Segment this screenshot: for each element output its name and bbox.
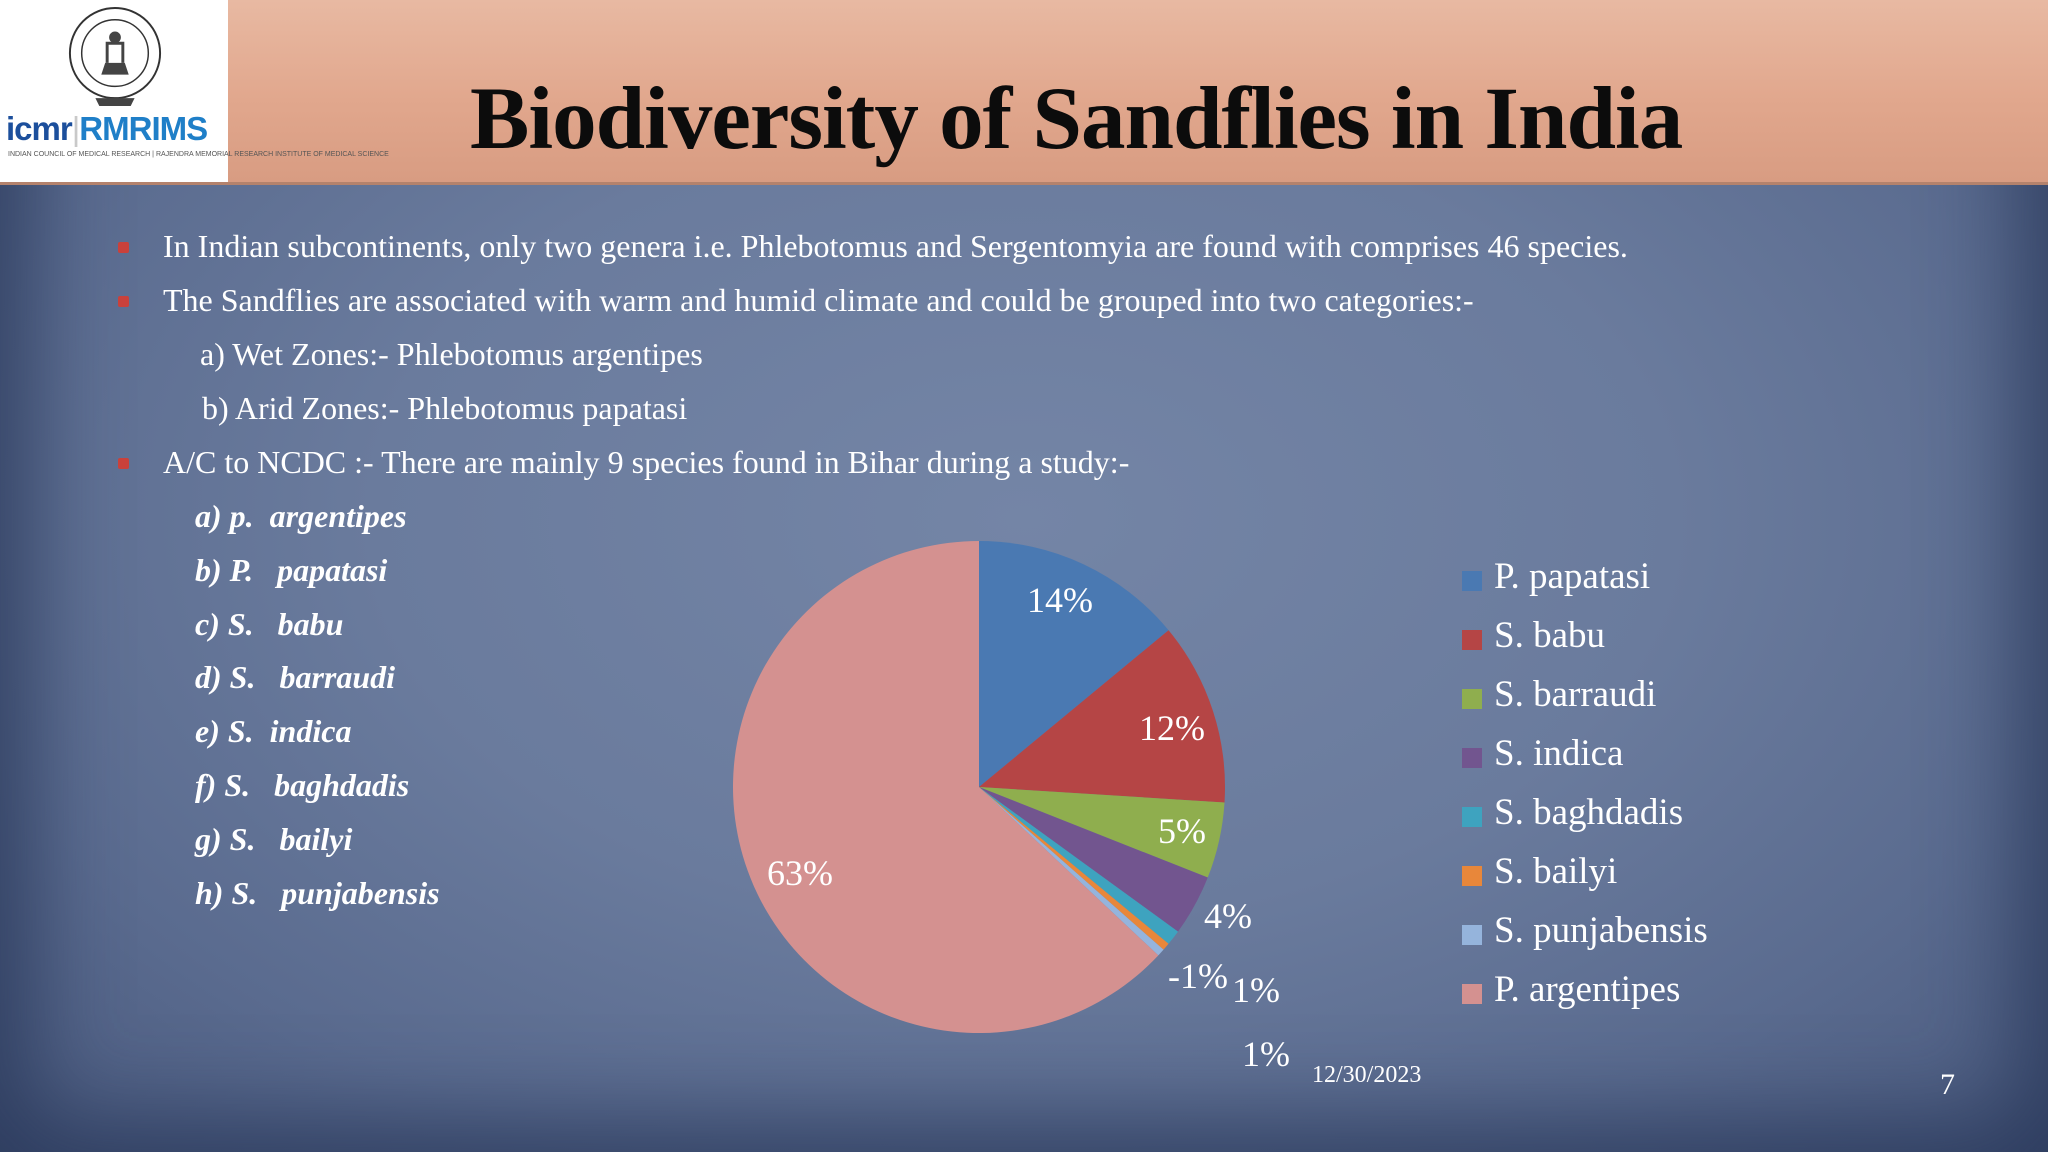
legend-item: S. bailyi [1462,850,1882,909]
bullet-text: In Indian subcontinents, only two genera… [163,228,1628,264]
legend-item: S. baghdadis [1462,791,1882,850]
bullet-icon [118,296,129,307]
species-item: d) S. barraudi [195,659,396,695]
wet-zone-line: a) Wet Zones:- Phlebotomus argentipes [200,336,703,372]
species-item: c) S. babu [195,606,344,642]
data-label: 1% [1242,1034,1290,1074]
bullet-text: The Sandflies are associated with warm a… [163,282,1474,318]
bullet-icon [118,458,129,469]
logo-subtitle: INDIAN COUNCIL OF MEDICAL RESEARCH | RAJ… [8,151,389,158]
legend-swatch [1462,689,1482,709]
legend-swatch [1462,984,1482,1004]
species-item: h) S. punjabensis [195,875,440,911]
data-label: 1% [1232,970,1280,1010]
legend-label: S. punjabensis [1494,910,1708,951]
legend-label: S. bailyi [1494,851,1618,892]
data-label: 63% [767,853,833,893]
legend-label: P. papatasi [1494,556,1651,597]
legend-label: S. babu [1494,615,1605,656]
pie-slice-s-punjabensis [979,787,1164,956]
data-label: 12% [1139,708,1205,748]
legend-label: S. baghdadis [1494,792,1684,833]
legend-item: S. babu [1462,614,1882,673]
institute-logo: icmr|RMRIMS INDIAN COUNCIL OF MEDICAL RE… [0,0,389,182]
bullet-text: A/C to NCDC :- There are mainly 9 specie… [163,444,1130,480]
pie-slice-p-papatasi [979,541,1169,787]
slide-page-number: 7 [1940,1068,1955,1101]
legend-swatch [1462,925,1482,945]
legend-swatch [1462,807,1482,827]
legend-label: S. barraudi [1494,674,1657,715]
slide-date: 12/30/2023 [1312,1062,1422,1088]
legend-item: P. argentipes [1462,968,1882,1027]
legend-label: S. indica [1494,733,1624,774]
pie-slice-s-barraudi [979,787,1225,878]
pie-slice-s-bailyi [979,787,1169,950]
legend-label: P. argentipes [1494,969,1681,1010]
species-item: g) S. bailyi [195,821,353,857]
species-item: e) S. indica [195,713,352,749]
title-banner: icmr|RMRIMS INDIAN COUNCIL OF MEDICAL RE… [0,0,2048,185]
data-label: 5% [1158,811,1206,851]
legend-swatch [1462,571,1482,591]
pie-slice-s-indica [979,787,1208,932]
arid-zone-line: b) Arid Zones:- Phlebotomus papatasi [202,390,688,426]
data-label: -1% [1168,956,1228,996]
legend-item: S. indica [1462,732,1882,791]
legend-swatch [1462,630,1482,650]
chart-legend: P. papatasi S. babu S. barraudi S. indic… [1462,555,1882,1027]
species-item: a) p. argentipes [195,498,407,534]
pie-slice-p-argentipes [733,540,1159,1033]
icmr-seal-icon [68,7,162,106]
data-label: 4% [1204,896,1252,936]
legend-swatch [1462,748,1482,768]
pie-slice-s-babu [979,630,1225,803]
slide-title: Biodiversity of Sandflies in India [470,70,1683,168]
legend-item: S. barraudi [1462,673,1882,732]
legend-swatch [1462,866,1482,886]
legend-item: S. punjabensis [1462,909,1882,968]
pie-slice-s-baghdadis [979,787,1179,944]
data-label: 14% [1027,580,1093,620]
species-item: f) S. baghdadis [195,767,410,803]
bullet-icon [118,242,129,253]
species-item: b) P. papatasi [195,552,388,588]
legend-item: P. papatasi [1462,555,1882,614]
logo-wordmark: icmr|RMRIMS [6,110,208,147]
